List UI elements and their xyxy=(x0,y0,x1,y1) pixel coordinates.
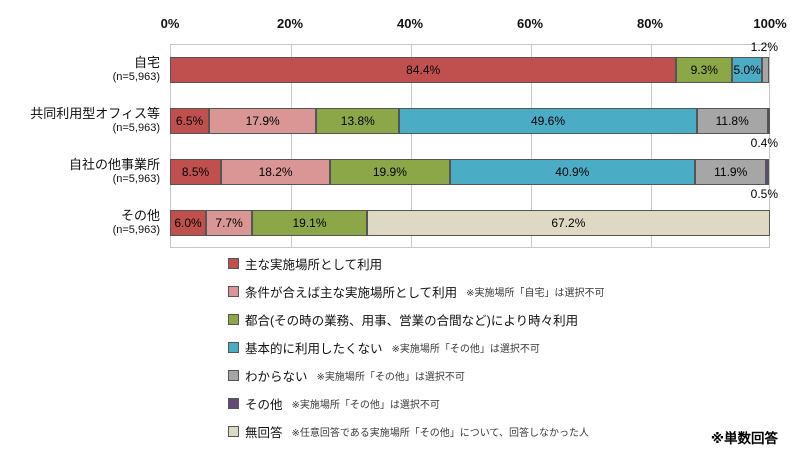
legend-swatch xyxy=(228,342,239,353)
segment-value-label: 18.2% xyxy=(258,164,293,179)
x-axis-tick-label: 20% xyxy=(276,16,304,31)
bar-segment: 19.9% xyxy=(330,158,450,185)
legend-item: 都合(その時の業務、用事、営業の合間など)により時々利用 xyxy=(228,310,578,329)
bar-segment: 11.8% xyxy=(696,107,768,134)
category-label: 自宅 (n=5,963) xyxy=(0,52,160,88)
x-axis-tick-label: 80% xyxy=(636,16,664,31)
category-name: 共同利用型オフィス等 xyxy=(30,105,160,121)
legend-item: わからない ※実施場所「その他」は選択不可 xyxy=(228,366,465,385)
segment-value-label-outside: 0.5% xyxy=(750,186,778,201)
segment-value-label: 11.9% xyxy=(714,164,748,179)
category-n: (n=5,963) xyxy=(112,223,160,236)
bar-segment: 7.7% xyxy=(206,209,253,236)
segment-value-label-outside: 0.4% xyxy=(750,135,778,150)
segment-value-label: 17.9% xyxy=(245,113,280,128)
bar-segment: 19.1% xyxy=(252,209,367,236)
segment-value-label: 5.0% xyxy=(733,62,761,77)
category-n: (n=5,963) xyxy=(112,121,160,134)
legend-swatch xyxy=(228,426,239,437)
segment-value-label: 19.9% xyxy=(372,164,407,179)
legend-label: わからない xyxy=(245,370,308,384)
bar-segment: 11.9% xyxy=(695,158,767,185)
bar-segment: 13.8% xyxy=(316,107,400,134)
legend-item: 無回答 ※任意回答である実施場所「その他」について、回答しなかった人 xyxy=(228,422,589,441)
bar-segment: 84.4% xyxy=(170,56,677,83)
single-answer-note: ※単数回答 xyxy=(710,431,778,446)
legend-item: 条件が合えば主な実施場所として利用 ※実施場所「自宅」は選択不可 xyxy=(228,282,605,301)
legend-note: ※実施場所「自宅」は選択不可 xyxy=(466,288,605,299)
x-axis-tick-label: 100% xyxy=(753,16,787,31)
legend-label: 都合(その時の業務、用事、営業の合間など)により時々利用 xyxy=(245,314,579,328)
segment-value-label: 49.6% xyxy=(530,113,565,128)
category-label: 自社の他事業所 (n=5,963) xyxy=(0,154,160,190)
bar-segment xyxy=(762,56,770,83)
bar-segment xyxy=(767,107,770,134)
legend-swatch xyxy=(228,286,239,297)
bar-row: 84.4% 9.3% 5.0% xyxy=(170,56,770,83)
segment-value-label: 6.5% xyxy=(175,113,204,128)
legend-swatch xyxy=(228,314,239,325)
segment-value-label: 84.4% xyxy=(406,62,441,77)
legend-note: ※実施場所「その他」は選択不可 xyxy=(291,400,440,411)
bar-segment: 49.6% xyxy=(399,107,697,134)
segment-value-label-outside: 1.2% xyxy=(750,39,778,54)
legend-label: 条件が合えば主な実施場所として利用 xyxy=(245,286,458,300)
legend-label: 無回答 xyxy=(245,426,283,440)
legend-label: その他 xyxy=(245,398,283,412)
gridline xyxy=(411,45,412,247)
bar-row: 6.5% 17.9% 13.8% 49.6% 11.8% xyxy=(170,107,770,134)
bar-segment: 17.9% xyxy=(209,107,317,134)
gridline xyxy=(531,45,532,247)
legend-note: ※任意回答である実施場所「その他」について、回答しなかった人 xyxy=(291,428,589,439)
bar-segment: 9.3% xyxy=(676,56,733,83)
bar-segment xyxy=(766,158,770,185)
legend-label: 基本的に利用したくない xyxy=(245,342,383,356)
legend-item: 基本的に利用したくない ※実施場所「その他」は選択不可 xyxy=(228,338,540,357)
bar-segment: 8.5% xyxy=(170,158,221,185)
plot-area xyxy=(170,44,770,248)
x-axis-tick-label: 60% xyxy=(516,16,544,31)
segment-value-label: 9.3% xyxy=(690,62,718,77)
category-label: 共同利用型オフィス等 (n=5,963) xyxy=(0,103,160,139)
bar-segment: 18.2% xyxy=(221,158,331,185)
bar-segment: 67.2% xyxy=(366,209,770,236)
category-n: (n=5,963) xyxy=(112,70,160,83)
category-n: (n=5,963) xyxy=(112,172,160,185)
x-axis-tick-label: 0% xyxy=(160,16,180,31)
legend-swatch xyxy=(228,370,239,381)
legend-label: 主な実施場所として利用 xyxy=(245,258,383,272)
bar-row: 6.0% 7.7% 19.1% 67.2% xyxy=(170,209,770,236)
segment-value-label: 7.7% xyxy=(215,215,243,230)
legend-item: 主な実施場所として利用 xyxy=(228,254,382,273)
category-name: その他 xyxy=(120,207,160,223)
segment-value-label: 67.2% xyxy=(551,215,586,230)
legend-note: ※実施場所「その他」は選択不可 xyxy=(391,344,540,355)
legend-item: その他 ※実施場所「その他」は選択不可 xyxy=(228,394,440,413)
x-axis-tick-label: 40% xyxy=(396,16,424,31)
gridline xyxy=(651,45,652,247)
segment-value-label: 40.9% xyxy=(555,164,590,179)
bar-row: 8.5% 18.2% 19.9% 40.9% 11.9% xyxy=(170,158,770,185)
segment-value-label: 8.5% xyxy=(181,164,210,179)
legend-swatch xyxy=(228,258,239,269)
segment-value-label: 6.0% xyxy=(174,215,202,230)
category-name: 自社の他事業所 xyxy=(68,156,160,172)
bar-segment: 5.0% xyxy=(732,56,763,83)
bar-segment: 6.5% xyxy=(170,107,209,134)
category-label: その他 (n=5,963) xyxy=(0,205,160,241)
segment-value-label: 19.1% xyxy=(292,215,327,230)
segment-value-label: 11.8% xyxy=(715,113,749,128)
segment-value-label: 13.8% xyxy=(340,113,375,128)
category-name: 自宅 xyxy=(133,54,160,70)
legend-note: ※実施場所「その他」は選択不可 xyxy=(316,372,465,383)
legend-swatch xyxy=(228,398,239,409)
gridline xyxy=(291,45,292,247)
bar-segment: 6.0% xyxy=(170,209,206,236)
bar-segment: 40.9% xyxy=(449,158,695,185)
